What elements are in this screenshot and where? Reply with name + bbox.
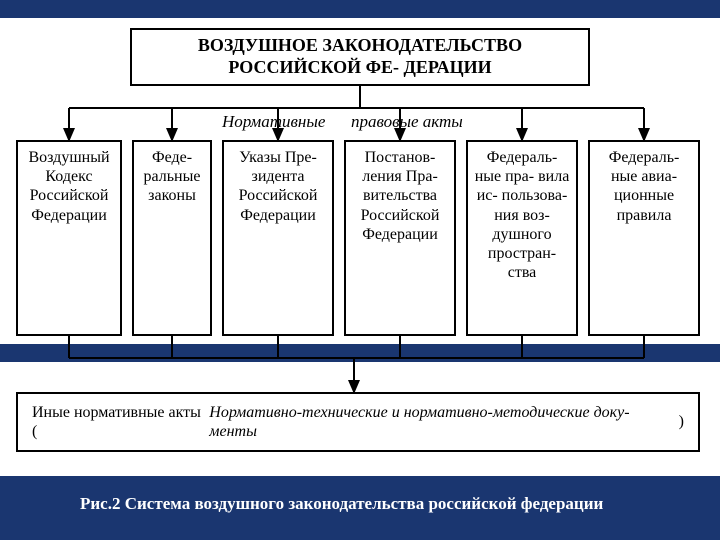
bottom-italic: Нормативно-технические и нормативно-мето… <box>209 403 678 441</box>
child-box-2: Указы Пре- зидента Российской Федерации <box>222 140 334 336</box>
child-box-5: Федераль- ные авиа- ционные правила <box>588 140 700 336</box>
child-label-4: Федераль- ные пра- вила ис- пользова- ни… <box>474 148 570 282</box>
top-band <box>0 0 720 18</box>
child-label-5: Федераль- ные авиа- ционные правила <box>596 148 692 225</box>
child-label-3: Постанов- ления Пра- вительства Российск… <box>352 148 448 244</box>
mid-band <box>0 344 720 362</box>
subtitle-left: Нормативные <box>222 112 325 131</box>
child-label-1: Феде- ральные законы <box>140 148 204 206</box>
subtitle: Нормативные правовые акты <box>222 112 463 132</box>
child-label-2: Указы Пре- зидента Российской Федерации <box>230 148 326 225</box>
child-box-0: Воздушный Кодекс Российской Федерации <box>16 140 122 336</box>
title-box: ВОЗДУШНОЕ ЗАКОНОДАТЕЛЬСТВО РОССИЙСКОЙ ФЕ… <box>130 28 590 86</box>
child-box-4: Федераль- ные пра- вила ис- пользова- ни… <box>466 140 578 336</box>
caption-text: Рис.2 Система воздушного законодательств… <box>80 494 603 513</box>
bottom-suffix: ) <box>679 412 684 431</box>
diagram-frame: ВОЗДУШНОЕ ЗАКОНОДАТЕЛЬСТВО РОССИЙСКОЙ ФЕ… <box>0 0 720 540</box>
bottom-box: Иные нормативные акты (Нормативно-технич… <box>16 392 700 452</box>
title-text: ВОЗДУШНОЕ ЗАКОНОДАТЕЛЬСТВО РОССИЙСКОЙ ФЕ… <box>138 35 582 78</box>
child-label-0: Воздушный Кодекс Российской Федерации <box>24 148 114 225</box>
caption: Рис.2 Система воздушного законодательств… <box>80 494 603 514</box>
child-box-1: Феде- ральные законы <box>132 140 212 336</box>
bottom-prefix: Иные нормативные акты ( <box>32 403 209 441</box>
child-box-3: Постанов- ления Пра- вительства Российск… <box>344 140 456 336</box>
subtitle-right: правовые акты <box>351 112 463 131</box>
